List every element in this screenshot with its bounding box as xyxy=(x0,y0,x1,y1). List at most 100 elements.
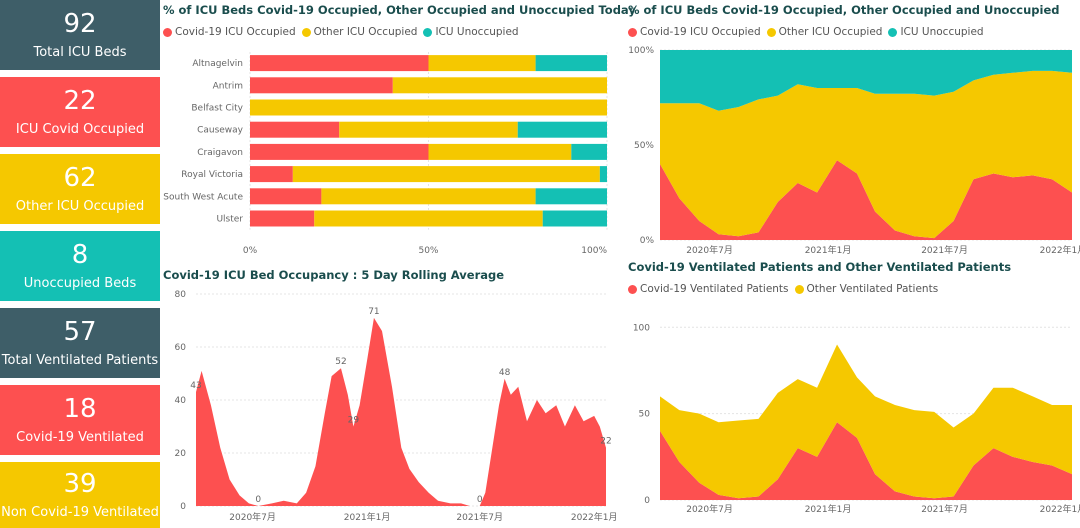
chart-title-ventilated: Covid-19 Ventilated Patients and Other V… xyxy=(628,260,1012,274)
x-tick-label: 2022年1月 xyxy=(571,511,618,523)
kpi-label: Unoccupied Beds xyxy=(23,276,137,291)
legend-label: Covid-19 Ventilated Patients xyxy=(640,283,789,295)
legend-dot-icon xyxy=(766,27,776,37)
kpi-value: 18 xyxy=(63,394,97,424)
legend-dot-icon xyxy=(301,27,311,37)
bar-segment xyxy=(517,121,607,138)
legend-label: Other ICU Occupied xyxy=(313,26,418,38)
bar-segment xyxy=(535,55,607,72)
kpi-total-icu-beds: 92 Total ICU Beds xyxy=(0,0,160,70)
y-tick-label: 100% xyxy=(628,46,654,56)
legend-item-covid-ventilated[interactable]: Covid-19 Ventilated Patients xyxy=(628,283,789,295)
legend-item-covid[interactable]: Covid-19 ICU Occupied xyxy=(163,26,296,38)
y-tick-label: 0 xyxy=(180,502,186,512)
legend-dot-icon xyxy=(628,284,637,294)
y-tick-label: 50% xyxy=(634,141,654,151)
bar-segment xyxy=(292,166,600,183)
x-tick-label: 2022年1月 xyxy=(1040,244,1080,256)
chart-rolling-average: 0 20 40 60 80 43 0 52 29 71 0 48 22 2020年7月 2021年1月 202… xyxy=(175,290,618,523)
y-tick-label: 40 xyxy=(175,396,187,406)
bar-segment xyxy=(250,55,429,72)
category-label: Ulster xyxy=(216,215,243,225)
data-label: 43 xyxy=(190,381,201,391)
legend-ventilated: Covid-19 Ventilated Patients Other Venti… xyxy=(628,283,944,295)
legend-item-other[interactable]: Other ICU Occupied xyxy=(301,26,418,38)
bar-segment xyxy=(250,210,315,227)
data-label: 29 xyxy=(348,416,360,426)
legend-item-other-ventilated[interactable]: Other Ventilated Patients xyxy=(794,283,939,295)
bar-segment xyxy=(250,188,322,205)
category-label: Antrim xyxy=(213,81,243,91)
y-tick-label: 100 xyxy=(633,323,650,333)
kpi-label: Covid-19 Ventilated xyxy=(16,430,144,445)
legend-item-covid[interactable]: Covid-19 ICU Occupied xyxy=(628,26,761,38)
kpi-value: 92 xyxy=(63,9,97,39)
legend-item-unoccupied[interactable]: ICU Unoccupied xyxy=(423,26,519,38)
bar-segment xyxy=(314,210,543,227)
chart-hospital-bars: Altnagelvin Antrim Belfast City Causeway Cra… xyxy=(163,52,608,256)
data-label: 52 xyxy=(335,357,346,367)
legend-item-other[interactable]: Other ICU Occupied xyxy=(766,26,882,38)
legend-label: Other Ventilated Patients xyxy=(806,283,939,295)
category-label: South West Acute xyxy=(163,192,243,202)
x-tick-label: 100% xyxy=(581,246,607,256)
kpi-label: Non Covid-19 Ventilated xyxy=(1,505,159,520)
bar-segment xyxy=(321,188,536,205)
kpi-value: 62 xyxy=(63,163,97,193)
bar-segment xyxy=(250,143,429,160)
area-series xyxy=(660,70,1072,239)
kpi-other-icu-occupied: 62 Other ICU Occupied xyxy=(0,154,160,224)
x-tick-label: 2022年1月 xyxy=(1040,503,1080,515)
category-label: Altnagelvin xyxy=(192,59,243,69)
data-label: 0 xyxy=(477,495,483,505)
x-tick-label: 2020年7月 xyxy=(686,503,733,515)
chart-ventilated: 0 50 100 2020年7月 2021年1月 2021年7月 2022年1月 xyxy=(633,323,1080,515)
area-series xyxy=(660,50,1072,111)
legend-label: ICU Unoccupied xyxy=(900,26,984,38)
chart-pct-history: 0% 50% 100% 2020年7月 2021年1月 2021年7月 2022年1月 xyxy=(628,46,1080,256)
area-series xyxy=(660,160,1072,240)
category-label: Royal Victoria xyxy=(181,170,243,180)
kpi-icu-covid-occupied: 22 ICU Covid Occupied xyxy=(0,77,160,147)
legend-label: ICU Unoccupied xyxy=(435,26,519,38)
kpi-unoccupied-beds: 8 Unoccupied Beds xyxy=(0,231,160,301)
category-label: Belfast City xyxy=(191,104,243,114)
kpi-non-covid-ventilated: 39 Non Covid-19 Ventilated xyxy=(0,462,160,528)
legend-dot-icon xyxy=(794,284,804,294)
x-tick-label: 2021年7月 xyxy=(456,511,503,523)
bar-segment xyxy=(428,55,536,72)
category-label: Craigavon xyxy=(197,148,243,158)
bar-segment xyxy=(428,143,572,160)
area-series xyxy=(660,344,1072,499)
y-tick-label: 60 xyxy=(175,343,187,353)
x-tick-label: 2021年1月 xyxy=(805,244,852,256)
x-tick-label: 2021年1月 xyxy=(344,511,391,523)
chart-title-today: % of ICU Beds Covid-19 Occupied, Other O… xyxy=(163,3,636,17)
kpi-label: Total Ventilated Patients xyxy=(1,353,159,368)
bar-segment xyxy=(250,99,607,116)
data-label: 0 xyxy=(255,495,261,505)
data-label: 48 xyxy=(499,368,511,378)
data-label: 22 xyxy=(600,437,611,447)
bar-segment xyxy=(250,77,393,94)
bar-segment xyxy=(542,210,607,227)
data-label: 71 xyxy=(368,307,379,317)
y-tick-label: 50 xyxy=(639,410,651,420)
legend-label: Covid-19 ICU Occupied xyxy=(640,26,761,38)
kpi-label: ICU Covid Occupied xyxy=(15,122,145,137)
x-tick-label: 2021年7月 xyxy=(921,244,968,256)
legend-item-unoccupied[interactable]: ICU Unoccupied xyxy=(888,26,984,38)
bar-segment xyxy=(599,166,607,183)
bar-segment xyxy=(250,121,340,138)
kpi-value: 8 xyxy=(71,240,89,270)
kpi-total-ventilated: 57 Total Ventilated Patients xyxy=(0,308,160,378)
x-tick-label: 0% xyxy=(243,246,258,256)
bar-segment xyxy=(535,188,607,205)
category-label: Causeway xyxy=(197,126,244,136)
x-tick-label: 50% xyxy=(418,246,438,256)
bar-segment xyxy=(392,77,607,94)
kpi-value: 57 xyxy=(63,317,97,347)
y-tick-label: 20 xyxy=(175,449,187,459)
kpi-value: 22 xyxy=(63,86,97,116)
legend-icu-today: Covid-19 ICU Occupied Other ICU Occupied… xyxy=(163,26,525,38)
